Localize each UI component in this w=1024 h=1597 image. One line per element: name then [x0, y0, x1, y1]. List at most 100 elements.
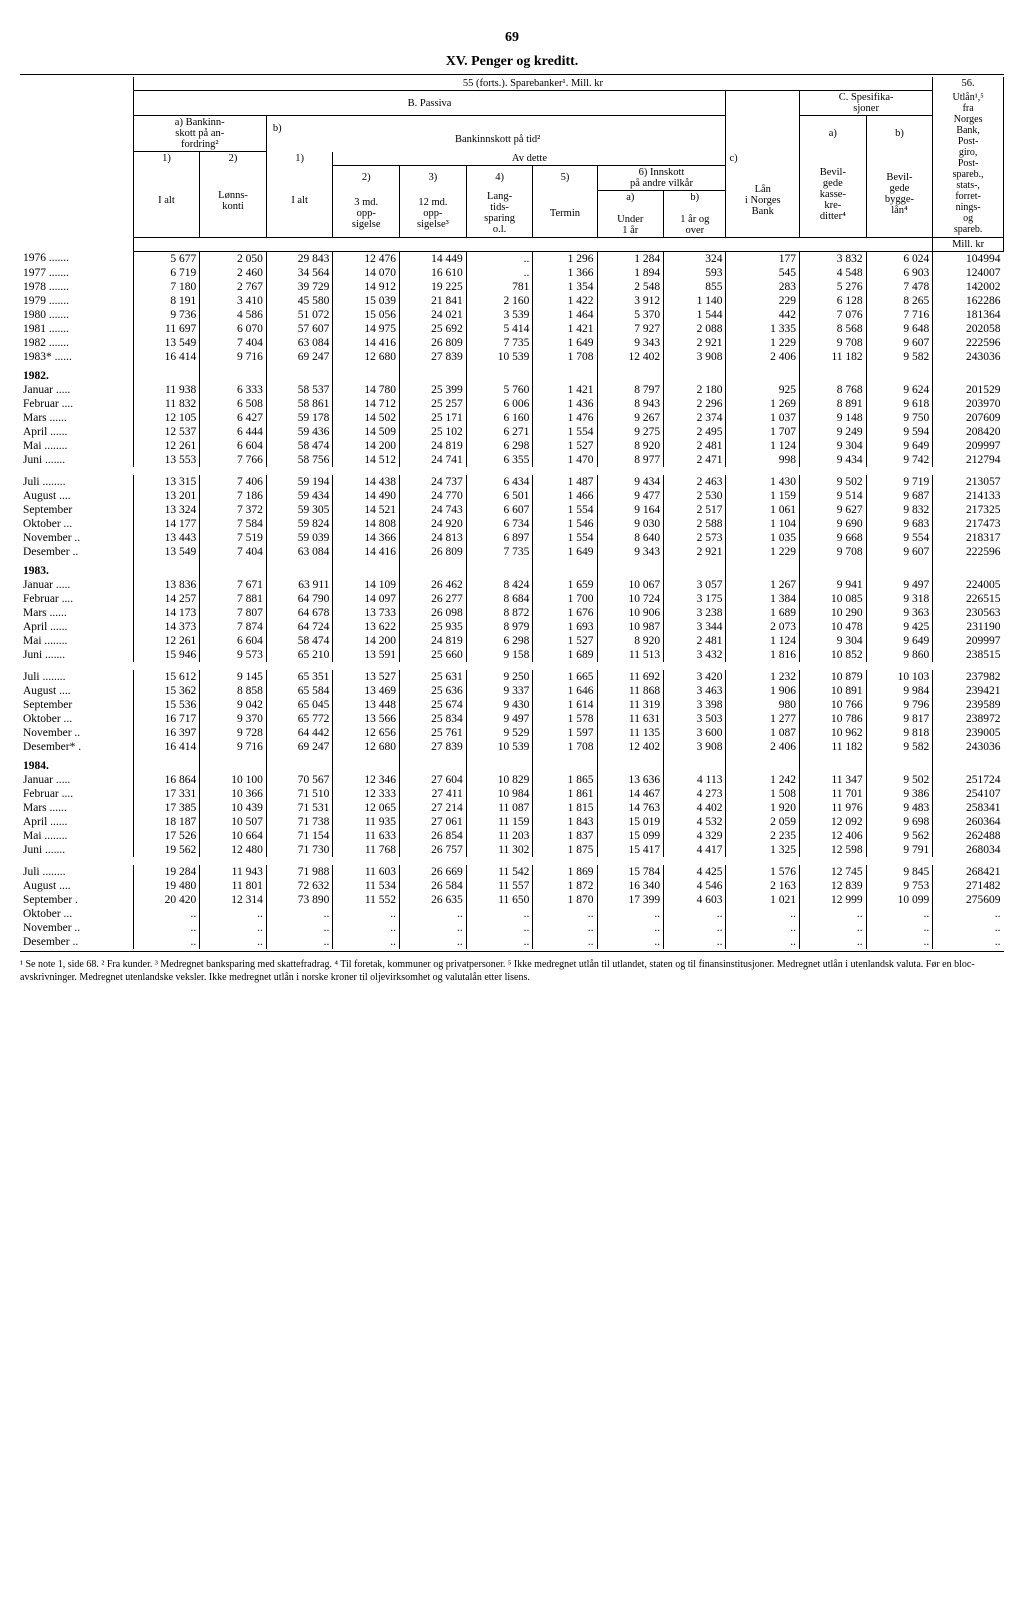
cell: 27 061 — [400, 815, 467, 829]
cell — [133, 559, 200, 578]
cell — [800, 559, 867, 578]
cell — [800, 364, 867, 383]
cell: 39 729 — [266, 280, 333, 294]
cell: 18 187 — [133, 815, 200, 829]
table-row: Februar ....17 33110 36671 51012 33327 4… — [20, 787, 1004, 801]
cell — [597, 364, 664, 383]
cell: 207609 — [933, 411, 1004, 425]
cell: 2 073 — [726, 620, 800, 634]
cell: 71 738 — [266, 815, 333, 829]
cell — [466, 364, 533, 383]
cell: 7 519 — [200, 531, 267, 545]
cell: 1 649 — [533, 336, 597, 350]
cell: 25 761 — [400, 726, 467, 740]
cell: 6 298 — [466, 634, 533, 648]
row-label: 1976 ....... — [20, 251, 133, 266]
cell: 2 374 — [664, 411, 726, 425]
cell: 271482 — [933, 879, 1004, 893]
cell: 8 977 — [597, 453, 664, 467]
cell: 64 678 — [266, 606, 333, 620]
row-label: April ...... — [20, 620, 133, 634]
cell: 11 868 — [597, 684, 664, 698]
cell: 12 476 — [333, 251, 400, 266]
cell: 3 410 — [200, 294, 267, 308]
cell — [726, 364, 800, 383]
cell: 16 717 — [133, 712, 200, 726]
cell: 2 588 — [664, 517, 726, 531]
cell: 9 753 — [866, 879, 933, 893]
cell: 1 894 — [597, 266, 664, 280]
cell: 10 067 — [597, 578, 664, 592]
cell: 19 480 — [133, 879, 200, 893]
cell: 15 056 — [333, 308, 400, 322]
cell: .. — [664, 921, 726, 935]
cell: 6 897 — [466, 531, 533, 545]
cell: 14 512 — [333, 453, 400, 467]
cell: 1 267 — [726, 578, 800, 592]
cell: 8 943 — [597, 397, 664, 411]
cell: 243036 — [933, 740, 1004, 754]
cell: 9 627 — [800, 503, 867, 517]
cell: 9 430 — [466, 698, 533, 712]
table-row: August ....13 2017 18659 43414 49024 770… — [20, 489, 1004, 503]
cell: 15 536 — [133, 698, 200, 712]
cell: 58 756 — [266, 453, 333, 467]
cell: 65 351 — [266, 670, 333, 684]
table-row: Mars ......14 1737 80764 67813 73326 098… — [20, 606, 1004, 620]
cell: 6 355 — [466, 453, 533, 467]
cell: 1 436 — [533, 397, 597, 411]
cell: 208420 — [933, 425, 1004, 439]
cell: 11 319 — [597, 698, 664, 712]
cell: 65 772 — [266, 712, 333, 726]
cell: 26 854 — [400, 829, 467, 843]
cell: 9 343 — [597, 336, 664, 350]
cell: 2 180 — [664, 383, 726, 397]
row-label: 1981 ....... — [20, 322, 133, 336]
cell: 69 247 — [266, 350, 333, 364]
cell: 9 304 — [800, 634, 867, 648]
cell: 3 908 — [664, 740, 726, 754]
cell: 1 335 — [726, 322, 800, 336]
cell: .. — [333, 921, 400, 935]
cell: 9 370 — [200, 712, 267, 726]
cell: 222596 — [933, 336, 1004, 350]
cell: .. — [200, 921, 267, 935]
cell: 9 582 — [866, 350, 933, 364]
cell: 12 839 — [800, 879, 867, 893]
cell: 1 816 — [726, 648, 800, 662]
hdr-12md: 12 md. opp- sigelse³ — [400, 190, 467, 237]
cell: 260364 — [933, 815, 1004, 829]
cell: 2 921 — [664, 336, 726, 350]
cell: 10 852 — [800, 648, 867, 662]
cell: 8 872 — [466, 606, 533, 620]
cell — [597, 559, 664, 578]
cell: 324 — [664, 251, 726, 266]
cell: 14 416 — [333, 545, 400, 559]
cell: 1 875 — [533, 843, 597, 857]
cell: 1 527 — [533, 634, 597, 648]
cell: 229 — [726, 294, 800, 308]
cell: 9 716 — [200, 350, 267, 364]
hdr-c: c) — [726, 152, 800, 166]
cell: 1 554 — [533, 503, 597, 517]
cell: 9 817 — [866, 712, 933, 726]
table-row: Juli ........19 28411 94371 98811 60326 … — [20, 865, 1004, 879]
cell: 9 343 — [597, 545, 664, 559]
cell: 12 480 — [200, 843, 267, 857]
cell: 10 786 — [800, 712, 867, 726]
cell: 11 552 — [333, 893, 400, 907]
table-row: April ......18 18710 50771 73811 93527 0… — [20, 815, 1004, 829]
cell: 64 442 — [266, 726, 333, 740]
row-label: Februar .... — [20, 592, 133, 606]
cell: 2 088 — [664, 322, 726, 336]
row-label: Desember .. — [20, 545, 133, 559]
cell: 275609 — [933, 893, 1004, 907]
cell: 1 843 — [533, 815, 597, 829]
cell: 1 325 — [726, 843, 800, 857]
cell: 1 614 — [533, 698, 597, 712]
cell: 6 427 — [200, 411, 267, 425]
row-label: Januar ..... — [20, 383, 133, 397]
cell: 1 384 — [726, 592, 800, 606]
table-row: April ......14 3737 87464 72413 62225 93… — [20, 620, 1004, 634]
cell: 10 099 — [866, 893, 933, 907]
